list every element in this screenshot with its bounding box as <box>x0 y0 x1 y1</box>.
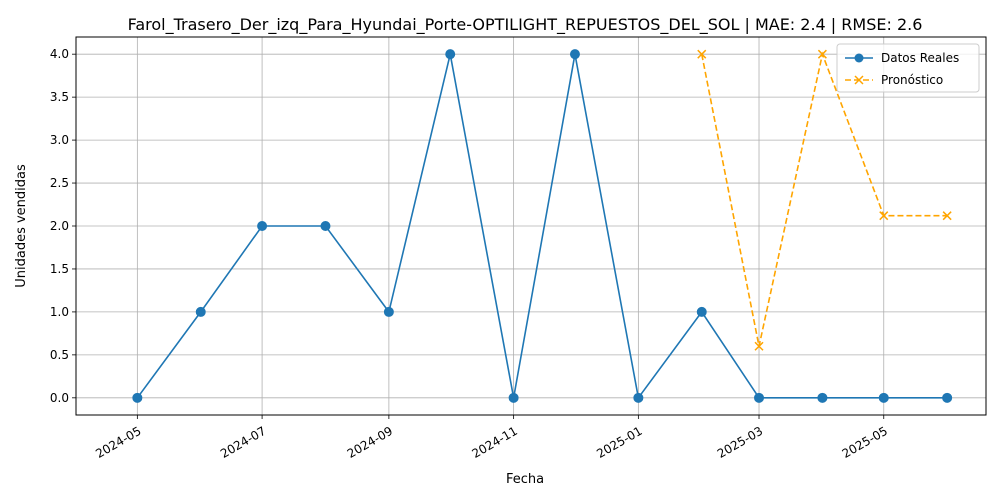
data-point <box>817 392 828 403</box>
data-point <box>132 392 143 403</box>
data-point <box>508 392 519 403</box>
legend-label-1: Datos Reales <box>881 51 959 65</box>
series-layer <box>132 49 953 403</box>
data-point <box>696 306 707 317</box>
chart-title: Farol_Trasero_Der_izq_Para_Hyundai_Porte… <box>128 15 923 35</box>
y-tick-label: 3.0 <box>50 133 69 147</box>
y-tick-label: 0.5 <box>50 348 69 362</box>
y-tick-label: 1.0 <box>50 305 69 319</box>
y-axis-ticks: 0.0 0.5 1.0 1.5 2.0 2.5 3.0 3.5 4.0 <box>50 47 76 405</box>
y-tick-label: 0.0 <box>50 391 69 405</box>
data-point <box>754 392 765 403</box>
data-point <box>569 49 580 60</box>
data-point <box>383 306 394 317</box>
x-axis-label: Fecha <box>506 472 544 487</box>
y-axis-label: Unidades vendidas <box>14 164 29 288</box>
data-point <box>817 49 827 59</box>
y-tick-label: 4.0 <box>50 47 69 61</box>
legend-label-2: Pronóstico <box>881 73 943 87</box>
grid-lines <box>76 37 986 415</box>
data-point <box>754 341 764 351</box>
data-point <box>195 306 206 317</box>
y-tick-label: 3.5 <box>50 90 69 104</box>
data-point <box>879 211 889 221</box>
data-point <box>633 392 644 403</box>
legend-marker <box>854 53 864 63</box>
y-tick-label: 1.5 <box>50 262 69 276</box>
y-tick-label: 2.0 <box>50 219 69 233</box>
data-point <box>942 392 953 403</box>
data-point <box>320 221 331 231</box>
data-point <box>445 49 456 60</box>
data-point <box>942 211 952 221</box>
y-tick-label: 2.5 <box>50 176 69 190</box>
data-point <box>878 392 889 403</box>
data-point <box>257 221 268 231</box>
legend-marker <box>854 75 864 85</box>
legend: Datos Reales Pronóstico <box>836 43 980 93</box>
data-point <box>697 49 707 59</box>
series-line-1 <box>136 53 948 400</box>
